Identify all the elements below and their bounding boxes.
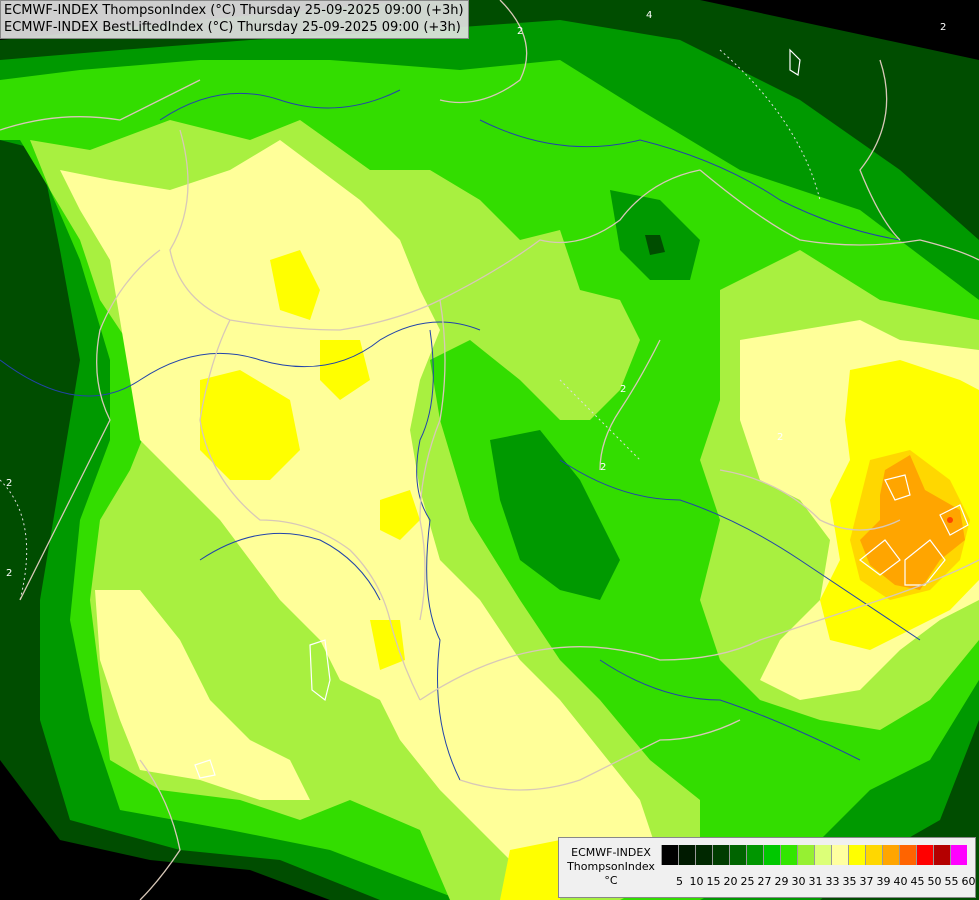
field-dark-patch-east [490, 430, 620, 600]
legend-swatch [814, 845, 831, 865]
legend-tick-label: 50 [927, 875, 942, 888]
contour-lines-dotted [0, 49, 821, 601]
contour-label: 2 [6, 568, 12, 579]
field-light-yellow-southwest [95, 590, 310, 800]
legend-tick-label: 10 [689, 875, 704, 888]
legend-tick-label: 31 [808, 875, 823, 888]
legend-swatch [933, 845, 950, 865]
contour-label: 2 [620, 384, 626, 395]
contour-label: 2 [777, 432, 783, 443]
contour-lines [194, 48, 969, 779]
legend-swatch [661, 845, 678, 865]
legend-swatch [916, 845, 933, 865]
legend-tick-label: 60 [961, 875, 976, 888]
legend-model: ECMWF-INDEX [571, 846, 651, 859]
legend-swatches [661, 845, 967, 865]
legend-swatch [831, 845, 848, 865]
legend-tick-label: 5 [676, 875, 683, 888]
contour-label: 2 [6, 478, 12, 489]
field-light-yellow-west [60, 140, 660, 880]
field-red-spot [947, 517, 953, 523]
contour-label: 2 [517, 26, 523, 37]
legend-swatch [763, 845, 780, 865]
legend-tick-label: 30 [791, 875, 806, 888]
legend-tick-label: 40 [893, 875, 908, 888]
map-title-box: ECMWF-INDEX ThompsonIndex (°C) Thursday … [0, 0, 469, 39]
contour-label: 4 [646, 10, 652, 21]
field-yellow-southeast [500, 840, 560, 900]
legend-swatch [746, 845, 763, 865]
field-lime-north-spot [490, 290, 580, 350]
legend-unit: °C [604, 874, 618, 887]
title-line-lifted: ECMWF-INDEX BestLiftedIndex (°C) Thursda… [4, 20, 461, 35]
legend-swatch [899, 845, 916, 865]
legend-tick-label: 37 [859, 875, 874, 888]
legend-tick-label: 33 [825, 875, 840, 888]
legend-swatch [865, 845, 882, 865]
legend-swatch [729, 845, 746, 865]
legend-swatch [882, 845, 899, 865]
legend-tick-label: 15 [706, 875, 721, 888]
field-orange-east [860, 455, 965, 590]
rivers [0, 89, 921, 781]
legend-swatch [695, 845, 712, 865]
legend-tick-label: 20 [723, 875, 738, 888]
legend-tick-label: 25 [740, 875, 755, 888]
contour-label-group: 2 2 2 2 2 2 4 2 [6, 10, 946, 579]
legend-tick-label: 39 [876, 875, 891, 888]
title-line-thompson: ECMWF-INDEX ThompsonIndex (°C) Thursday … [4, 3, 464, 18]
field-yellow-west-2 [270, 250, 320, 320]
field-darker-spot-north [645, 235, 665, 255]
field-yellow-west-1 [200, 370, 300, 480]
legend-swatch [712, 845, 729, 865]
contour-label: 2 [600, 462, 606, 473]
legend-swatch [780, 845, 797, 865]
legend-tick-label: 27 [757, 875, 772, 888]
legend-swatch [950, 845, 967, 865]
legend-ticks: 5 10 15 20 25 27 29 30 31 33 35 37 39 40 45 50 55 60 [671, 875, 977, 888]
legend-swatch [848, 845, 865, 865]
legend-tick-label: 35 [842, 875, 857, 888]
field-yellow-south [370, 620, 405, 670]
field-yellow-center [380, 490, 420, 540]
legend-swatch [797, 845, 814, 865]
legend-text: ECMWF-INDEX ThompsonIndex °C [563, 846, 659, 888]
legend-tick-label: 29 [774, 875, 789, 888]
legend-swatch [678, 845, 695, 865]
legend-parameter: ThompsonIndex [567, 860, 655, 873]
contour-label: 2 [940, 22, 946, 33]
color-legend: ECMWF-INDEX ThompsonIndex °C 5 10 15 20 25 27… [558, 837, 976, 898]
legend-tick-label: 55 [944, 875, 959, 888]
legend-tick-label: 45 [910, 875, 925, 888]
